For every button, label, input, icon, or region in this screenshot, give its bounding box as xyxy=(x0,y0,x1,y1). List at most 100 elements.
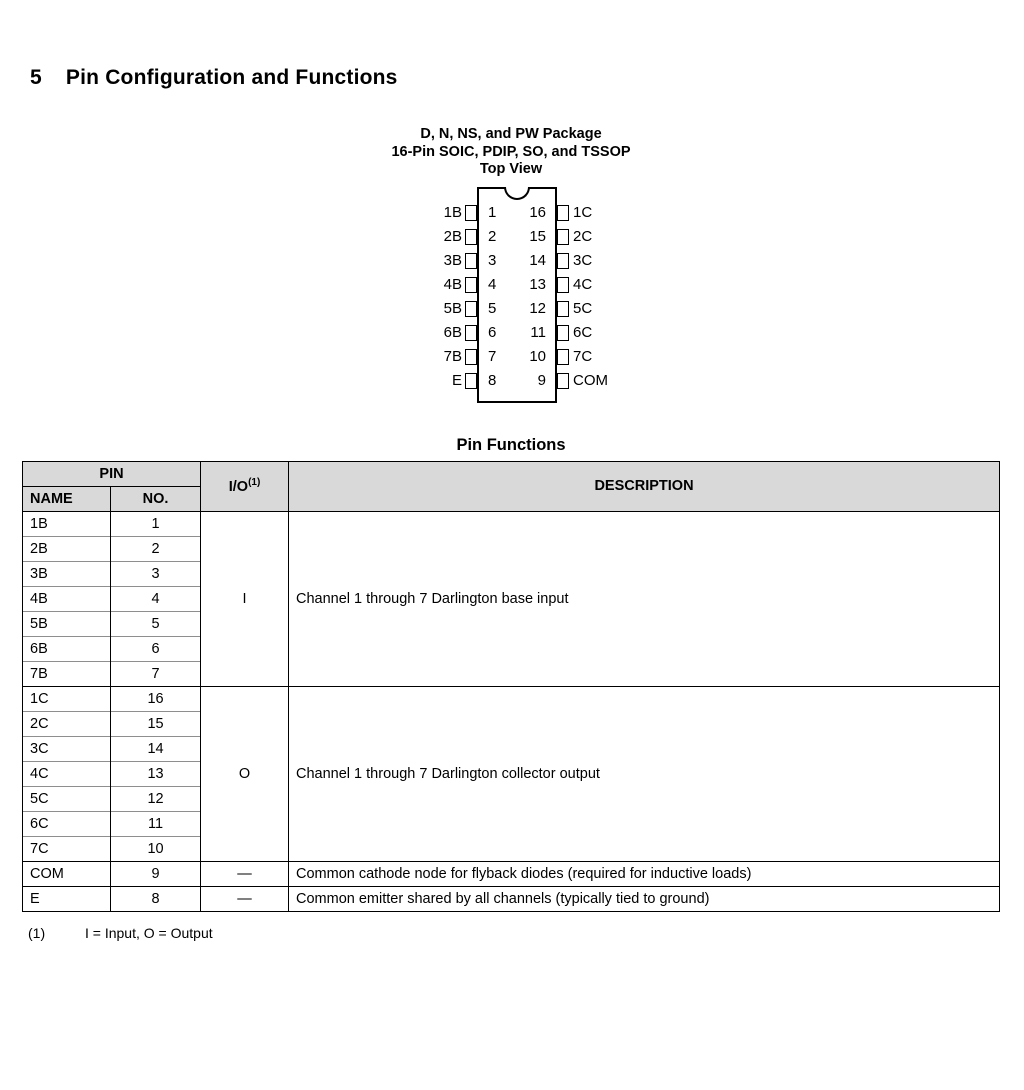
description-column-header: DESCRIPTION xyxy=(288,460,1000,512)
pin-stub-icon xyxy=(465,276,477,293)
pin-label-right: 7C xyxy=(573,348,593,365)
pin-row: 4B 4 13 4C xyxy=(353,273,653,297)
pin-no-cell: 2 xyxy=(109,535,202,561)
pin-name-cell: 4C xyxy=(22,760,111,786)
io-cell: — xyxy=(200,860,290,886)
table-footnote: (1) I = Input, O = Output xyxy=(28,925,1000,941)
pin-name-cell: 1B xyxy=(22,510,111,536)
pin-label-right: 3C xyxy=(573,252,593,269)
pin-row: 5B 5 12 5C xyxy=(353,297,653,321)
pin-column-group-header: PIN xyxy=(21,460,202,487)
table-row: 2B 2 xyxy=(22,535,1000,561)
section-heading: 5 Pin Configuration and Functions xyxy=(30,66,1000,90)
pin-row: 1B 1 16 1C xyxy=(353,201,653,225)
pin-number-left: 5 xyxy=(488,300,497,317)
table-row: 7C 10 xyxy=(22,835,1000,861)
description-cell: Channel 1 through 7 Darlington collector… xyxy=(288,685,1000,861)
pin-number-left: 8 xyxy=(488,372,497,389)
pin-row: 7B 7 10 7C xyxy=(353,345,653,369)
pin-no-cell: 5 xyxy=(109,610,202,636)
pin-stub-icon xyxy=(465,228,477,245)
table-row: 7B 7 xyxy=(22,660,1000,686)
description-cell: Common emitter shared by all channels (t… xyxy=(288,885,1000,911)
pin-no-cell: 3 xyxy=(109,560,202,586)
io-cell: — xyxy=(200,885,290,911)
no-column-header: NO. xyxy=(109,485,202,512)
pin-label-left: 3B xyxy=(443,252,462,269)
io-cell: I xyxy=(200,510,290,686)
pin-number-left: 3 xyxy=(488,252,497,269)
pin-name-cell: COM xyxy=(22,860,111,886)
section-number: 5 xyxy=(30,66,42,89)
pin-label-right: COM xyxy=(573,372,608,389)
pin-no-cell: 15 xyxy=(109,710,202,736)
pin-label-left: 1B xyxy=(443,204,462,221)
table-row: 4B 4 xyxy=(22,585,1000,611)
pin-number-right: 16 xyxy=(529,204,546,221)
pin-name-cell: 2B xyxy=(22,535,111,561)
ic-pinout-diagram: 1B 1 16 1C 2B 2 15 2C 3B 3 14 xyxy=(353,185,653,411)
ic-body xyxy=(477,186,557,403)
pin-stub-icon xyxy=(465,252,477,269)
table-row: 3B 3 xyxy=(22,560,1000,586)
table-row: 5C 12 xyxy=(22,785,1000,811)
pin-label-left: 6B xyxy=(443,324,462,341)
pin-stub-icon xyxy=(557,300,569,317)
pin-stub-icon xyxy=(557,252,569,269)
pin-number-right: 12 xyxy=(529,300,546,317)
pin-no-cell: 14 xyxy=(109,735,202,761)
table-row: 6B 6 xyxy=(22,635,1000,661)
pin-no-cell: 10 xyxy=(109,835,202,861)
description-cell: Common cathode node for flyback diodes (… xyxy=(288,860,1000,886)
pin-label-right: 4C xyxy=(573,276,593,293)
pin-stub-icon xyxy=(465,348,477,365)
section-title: Pin Configuration and Functions xyxy=(65,66,398,89)
pin-number-left: 7 xyxy=(488,348,497,365)
pin-name-cell: 5C xyxy=(22,785,111,811)
io-cell: O xyxy=(200,685,290,861)
datasheet-page: 5 Pin Configuration and Functions D, N, … xyxy=(0,66,1024,1090)
table-row: 5B 5 xyxy=(22,610,1000,636)
pin-number-left: 4 xyxy=(488,276,497,293)
pin-functions-table: PIN I/O(1) DESCRIPTION NAME NO. 1B 1 I C… xyxy=(21,460,1000,912)
footnote-marker: (1) xyxy=(28,924,46,941)
pin-label-left: 5B xyxy=(443,300,462,317)
pin-number-right: 11 xyxy=(530,324,546,341)
pin-label-left: 2B xyxy=(443,228,462,245)
pin-name-cell: E xyxy=(22,885,111,911)
pin-row: 2B 2 15 2C xyxy=(353,225,653,249)
pin-number-right: 14 xyxy=(529,252,546,269)
pin-stub-icon xyxy=(557,372,569,389)
pin-label-right: 1C xyxy=(573,204,593,221)
pin-number-right: 9 xyxy=(537,372,546,389)
pin-name-cell: 5B xyxy=(22,610,111,636)
pin-stub-icon xyxy=(557,204,569,221)
pin-name-cell: 7B xyxy=(22,660,111,686)
footnote-text: I = Input, O = Output xyxy=(85,924,213,941)
table-row: 1B 1 I Channel 1 through 7 Darlington ba… xyxy=(22,510,1000,686)
pin-label-left: 7B xyxy=(443,348,462,365)
table-row: COM 9 — Common cathode node for flyback … xyxy=(22,860,1000,886)
pin-stub-icon xyxy=(557,276,569,293)
pin-row: 6B 6 11 6C xyxy=(353,321,653,345)
pin-row: 3B 3 14 3C xyxy=(353,249,653,273)
pin-name-cell: 3C xyxy=(22,735,111,761)
pin-stub-icon xyxy=(465,372,477,389)
table-row: 3C 14 xyxy=(22,735,1000,761)
package-title-line3: Top View xyxy=(479,161,543,177)
pin-name-cell: 1C xyxy=(22,685,111,711)
pin-no-cell: 1 xyxy=(109,510,202,536)
io-header-footnote-ref: (1) xyxy=(248,477,261,489)
description-cell: Channel 1 through 7 Darlington base inpu… xyxy=(288,510,1000,686)
pin-no-cell: 11 xyxy=(109,810,202,836)
pin-stub-icon xyxy=(557,324,569,341)
pin-name-cell: 6C xyxy=(22,810,111,836)
pin-name-cell: 6B xyxy=(22,635,111,661)
pin-no-cell: 12 xyxy=(109,785,202,811)
ic-notch-icon xyxy=(504,186,530,200)
table-header-row-2: NAME NO. xyxy=(22,485,1000,512)
pin-number-left: 1 xyxy=(488,204,497,221)
pin-name-cell: 3B xyxy=(22,560,111,586)
pin-number-right: 15 xyxy=(529,228,546,245)
pin-name-cell: 4B xyxy=(22,585,111,611)
